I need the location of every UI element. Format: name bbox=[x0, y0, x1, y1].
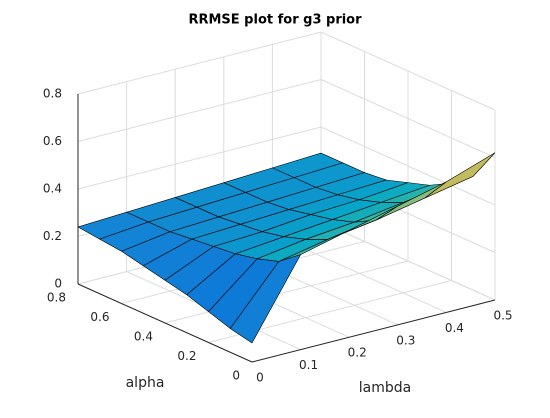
grid-line bbox=[320, 31, 496, 111]
z-tick-label: 0.2 bbox=[43, 229, 62, 243]
chart-title: RRMSE plot for g3 prior bbox=[188, 13, 362, 28]
y-tick-label: 0.2 bbox=[177, 349, 196, 363]
x-axis-label: lambda bbox=[359, 380, 411, 396]
x-tick-label: 0.4 bbox=[445, 321, 464, 335]
grid-line bbox=[320, 126, 496, 206]
grid-line bbox=[77, 79, 322, 142]
x-axis bbox=[251, 299, 496, 363]
z-tick-label: 0.6 bbox=[43, 134, 62, 148]
surface-patch bbox=[229, 254, 302, 344]
x-tick-label: 0.3 bbox=[396, 333, 415, 347]
y-tick-label: 0 bbox=[232, 369, 240, 383]
x-tick-label: 0 bbox=[256, 371, 264, 385]
grid-line bbox=[77, 31, 322, 95]
y-tick-label: 0.6 bbox=[90, 310, 109, 324]
x-tick-label: 0.5 bbox=[493, 309, 512, 323]
x-tick-label: 0.1 bbox=[299, 358, 318, 372]
x-tick-label: 0.2 bbox=[348, 346, 367, 360]
grid-line bbox=[320, 79, 496, 158]
grid-line bbox=[77, 126, 322, 190]
z-tick-label: 0 bbox=[54, 277, 62, 291]
y-axis-label: alpha bbox=[126, 375, 165, 391]
y-tick-label: 0.8 bbox=[47, 291, 66, 305]
grid-line bbox=[164, 260, 409, 324]
grid-line bbox=[320, 221, 496, 301]
z-tick-label: 0.8 bbox=[43, 87, 62, 101]
y-tick-label: 0.4 bbox=[134, 330, 153, 344]
z-tick-label: 0.4 bbox=[43, 182, 62, 196]
y-axis bbox=[77, 283, 253, 363]
